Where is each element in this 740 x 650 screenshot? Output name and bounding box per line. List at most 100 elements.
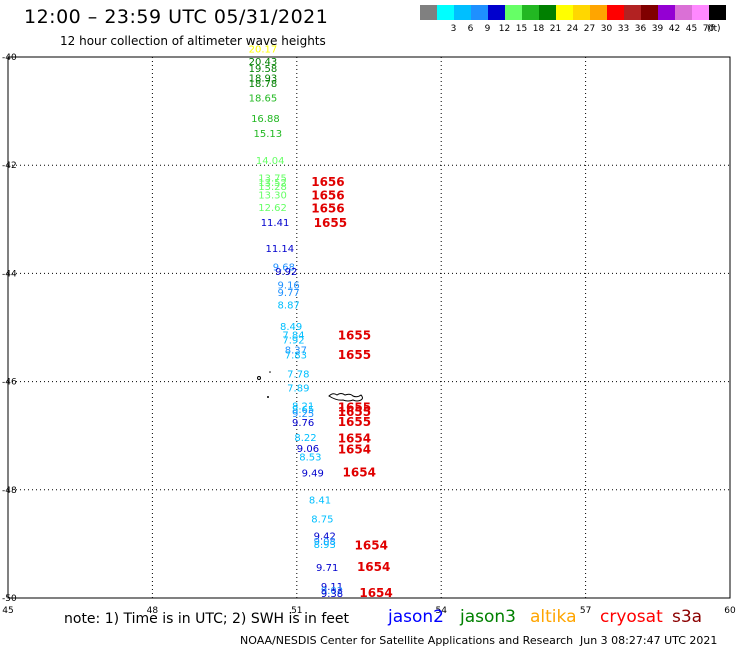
swh-value-label: 11.41: [261, 218, 290, 229]
swh-value-label: 9.42: [314, 532, 336, 543]
swh-value-label: 7.83: [285, 350, 307, 361]
satellite-altika: altika: [530, 607, 577, 627]
swh-value-label: 8.41: [309, 495, 331, 506]
island-outline: [328, 393, 363, 402]
color-scale-label: 18: [532, 24, 545, 34]
color-swatch: [539, 5, 556, 20]
color-swatch: [420, 5, 437, 20]
pass-time-label: 1655: [338, 400, 371, 414]
color-swatch: [522, 5, 539, 20]
swh-value-label: 20.17: [249, 45, 278, 56]
color-scale-label: 9: [484, 24, 491, 34]
page-title: 12:00 – 23:59 UTC 05/31/2021: [24, 6, 329, 28]
pass-time-label: 1654: [355, 538, 388, 552]
swh-value-label: 8.37: [285, 345, 307, 356]
swh-value-label: 15.13: [253, 129, 282, 140]
pass-time-label: 1655: [338, 415, 371, 429]
swh-value-label: 9.49: [302, 468, 324, 479]
color-scale-label: 45: [685, 24, 698, 34]
color-scale-label: 39: [651, 24, 664, 34]
swh-value-label: 9.68: [273, 263, 295, 274]
island-dot: [267, 396, 269, 398]
color-scale-label: 30: [600, 24, 613, 34]
swh-value-label: 8.65: [292, 405, 314, 416]
color-swatch: [607, 5, 624, 20]
color-swatch: [573, 5, 590, 20]
swh-value-label: 9.02: [321, 586, 343, 597]
lon-tick-label: 60: [724, 606, 736, 616]
satellite-jason2: jason2: [388, 607, 444, 627]
lat-tick-label: -46: [2, 378, 17, 388]
swh-value-label: 8.53: [299, 453, 321, 464]
swh-value-label: 9.38: [321, 589, 343, 600]
island-dot: [269, 371, 271, 373]
swh-value-label: 7.89: [287, 383, 309, 394]
lat-tick-label: -44: [2, 269, 17, 279]
lat-tick-label: -40: [2, 53, 17, 63]
pass-time-label: 1654: [338, 432, 371, 446]
swh-value-label: 13.30: [258, 191, 287, 202]
color-swatch: [454, 5, 471, 20]
swh-value-label: 11.14: [266, 244, 295, 255]
footer-note: note: 1) Time is in UTC; 2) SWH is in fe…: [64, 611, 350, 627]
color-scale-label: 70: [702, 24, 715, 34]
swh-value-label: 9.11: [321, 582, 343, 593]
color-swatch: [624, 5, 641, 20]
swh-value-label: 19.58: [249, 64, 278, 75]
swh-value-label: 16.88: [251, 114, 280, 125]
swh-value-label: 20.43: [249, 57, 278, 68]
color-scale-unit: (ft): [707, 24, 721, 34]
pass-time-label: 1655: [338, 348, 371, 362]
swh-value-label: 7.78: [287, 369, 309, 380]
color-swatch: [641, 5, 658, 20]
swh-value-label: 8.93: [314, 540, 336, 551]
lat-tick-label: -48: [2, 486, 17, 496]
swh-value-label: 18.93: [249, 73, 278, 84]
credit-line: NOAA/NESDIS Center for Satellite Applica…: [240, 634, 574, 647]
island-dot: [257, 376, 261, 380]
page-subtitle: 12 hour collection of altimeter wave hei…: [60, 34, 326, 48]
color-swatch: [471, 5, 488, 20]
swh-value-label: 13.52: [258, 178, 287, 189]
swh-value-label: 18.65: [249, 93, 278, 104]
pass-time-label: 1654: [357, 560, 390, 574]
swh-value-label: 9.71: [316, 563, 338, 574]
color-swatch: [590, 5, 607, 20]
pass-time-label: 1655: [314, 216, 347, 230]
swh-value-label: 9.06: [297, 444, 319, 455]
color-scale-label: 36: [634, 24, 647, 34]
swh-value-label: 9.77: [278, 288, 300, 299]
pass-time-label: 1655: [338, 328, 371, 342]
swh-value-label: 9.16: [278, 281, 300, 292]
color-scale-label: 6: [467, 24, 474, 34]
color-scale-label: 12: [498, 24, 511, 34]
pass-time-label: 1655: [338, 405, 371, 419]
color-scale-label: 24: [566, 24, 579, 34]
swh-value-label: 8.75: [311, 514, 333, 525]
color-swatch: [709, 5, 726, 20]
swh-value-label: 9.92: [275, 267, 297, 278]
color-swatch: [505, 5, 522, 20]
color-scale-label: 27: [583, 24, 596, 34]
pass-time-label: 1654: [343, 465, 376, 479]
color-scale-label: 3: [450, 24, 457, 34]
pass-time-label: 1654: [359, 586, 392, 600]
lon-tick-label: 45: [2, 606, 13, 616]
lon-tick-label: 48: [147, 606, 159, 616]
swh-value-label: 7.92: [282, 336, 304, 347]
color-swatch: [675, 5, 692, 20]
color-swatch: [658, 5, 675, 20]
pass-time-label: 1656: [311, 201, 344, 215]
color-scale-label: 15: [515, 24, 528, 34]
swh-value-label: 7.84: [282, 330, 304, 341]
color-scale-label: 42: [668, 24, 681, 34]
swh-value-label: 13.75: [258, 173, 287, 184]
swh-value-label: 12.62: [258, 203, 287, 214]
swh-value-label: 13.28: [258, 182, 287, 193]
generation-date: Jun 3 08:27:47 UTC 2021: [580, 634, 718, 647]
swh-value-label: 9.08: [314, 537, 336, 548]
pass-time-label: 1654: [338, 443, 371, 457]
satellite-s3a: s3a: [672, 607, 703, 627]
lon-tick-label: 57: [580, 606, 591, 616]
color-scale-label: 33: [617, 24, 630, 34]
